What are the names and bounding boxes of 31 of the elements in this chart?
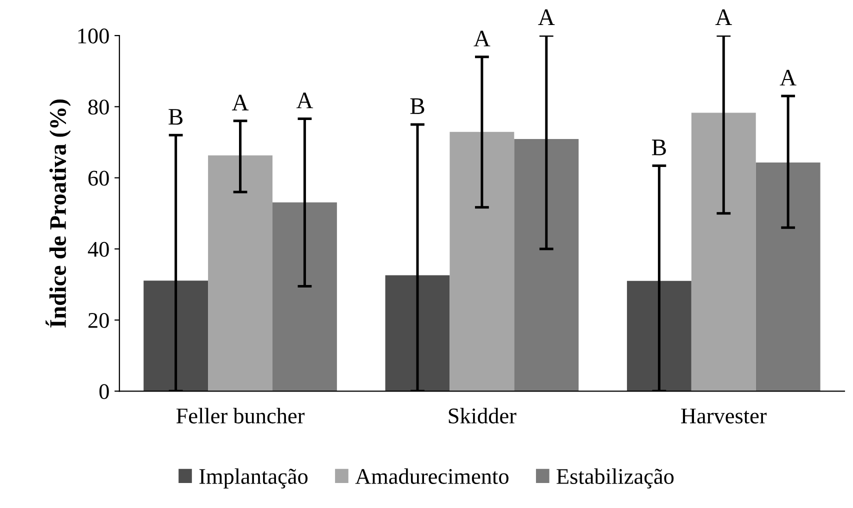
legend-label: Implantação bbox=[199, 468, 308, 489]
annotation: B bbox=[652, 140, 666, 156]
legend-label: Estabilização bbox=[556, 468, 674, 489]
bar bbox=[450, 132, 514, 392]
bar bbox=[626, 280, 692, 392]
text: A bbox=[715, 9, 732, 25]
legend-label: Amadurecimento bbox=[355, 468, 508, 484]
annotation: A bbox=[780, 70, 796, 86]
annotation: A bbox=[474, 30, 490, 46]
bar bbox=[208, 155, 272, 392]
annotation: B bbox=[168, 109, 183, 125]
y-tick-label: 20 bbox=[88, 312, 109, 328]
bar bbox=[514, 139, 579, 392]
x-tick-label: Harvester bbox=[681, 408, 767, 424]
y-tick-label: 80 bbox=[88, 100, 109, 115]
bar bbox=[691, 112, 756, 392]
annotation: A bbox=[232, 94, 249, 110]
bar bbox=[144, 280, 208, 392]
annotation: A bbox=[296, 92, 314, 108]
x-tick-label: Feller buncher bbox=[176, 408, 305, 424]
annotation: B bbox=[410, 98, 424, 114]
y-tick-label: 60 bbox=[88, 170, 109, 186]
y-axis-title: Índice de Proativa (%) bbox=[46, 100, 71, 328]
text: A bbox=[538, 9, 555, 25]
bar bbox=[272, 202, 337, 392]
y-tick-label: 40 bbox=[88, 242, 109, 257]
x-tick-label: Skidder bbox=[448, 408, 516, 424]
bar bbox=[756, 162, 820, 392]
y-tick-label: 0 bbox=[99, 384, 109, 400]
bar bbox=[385, 275, 450, 392]
y-tick-label: 100 bbox=[78, 28, 109, 44]
